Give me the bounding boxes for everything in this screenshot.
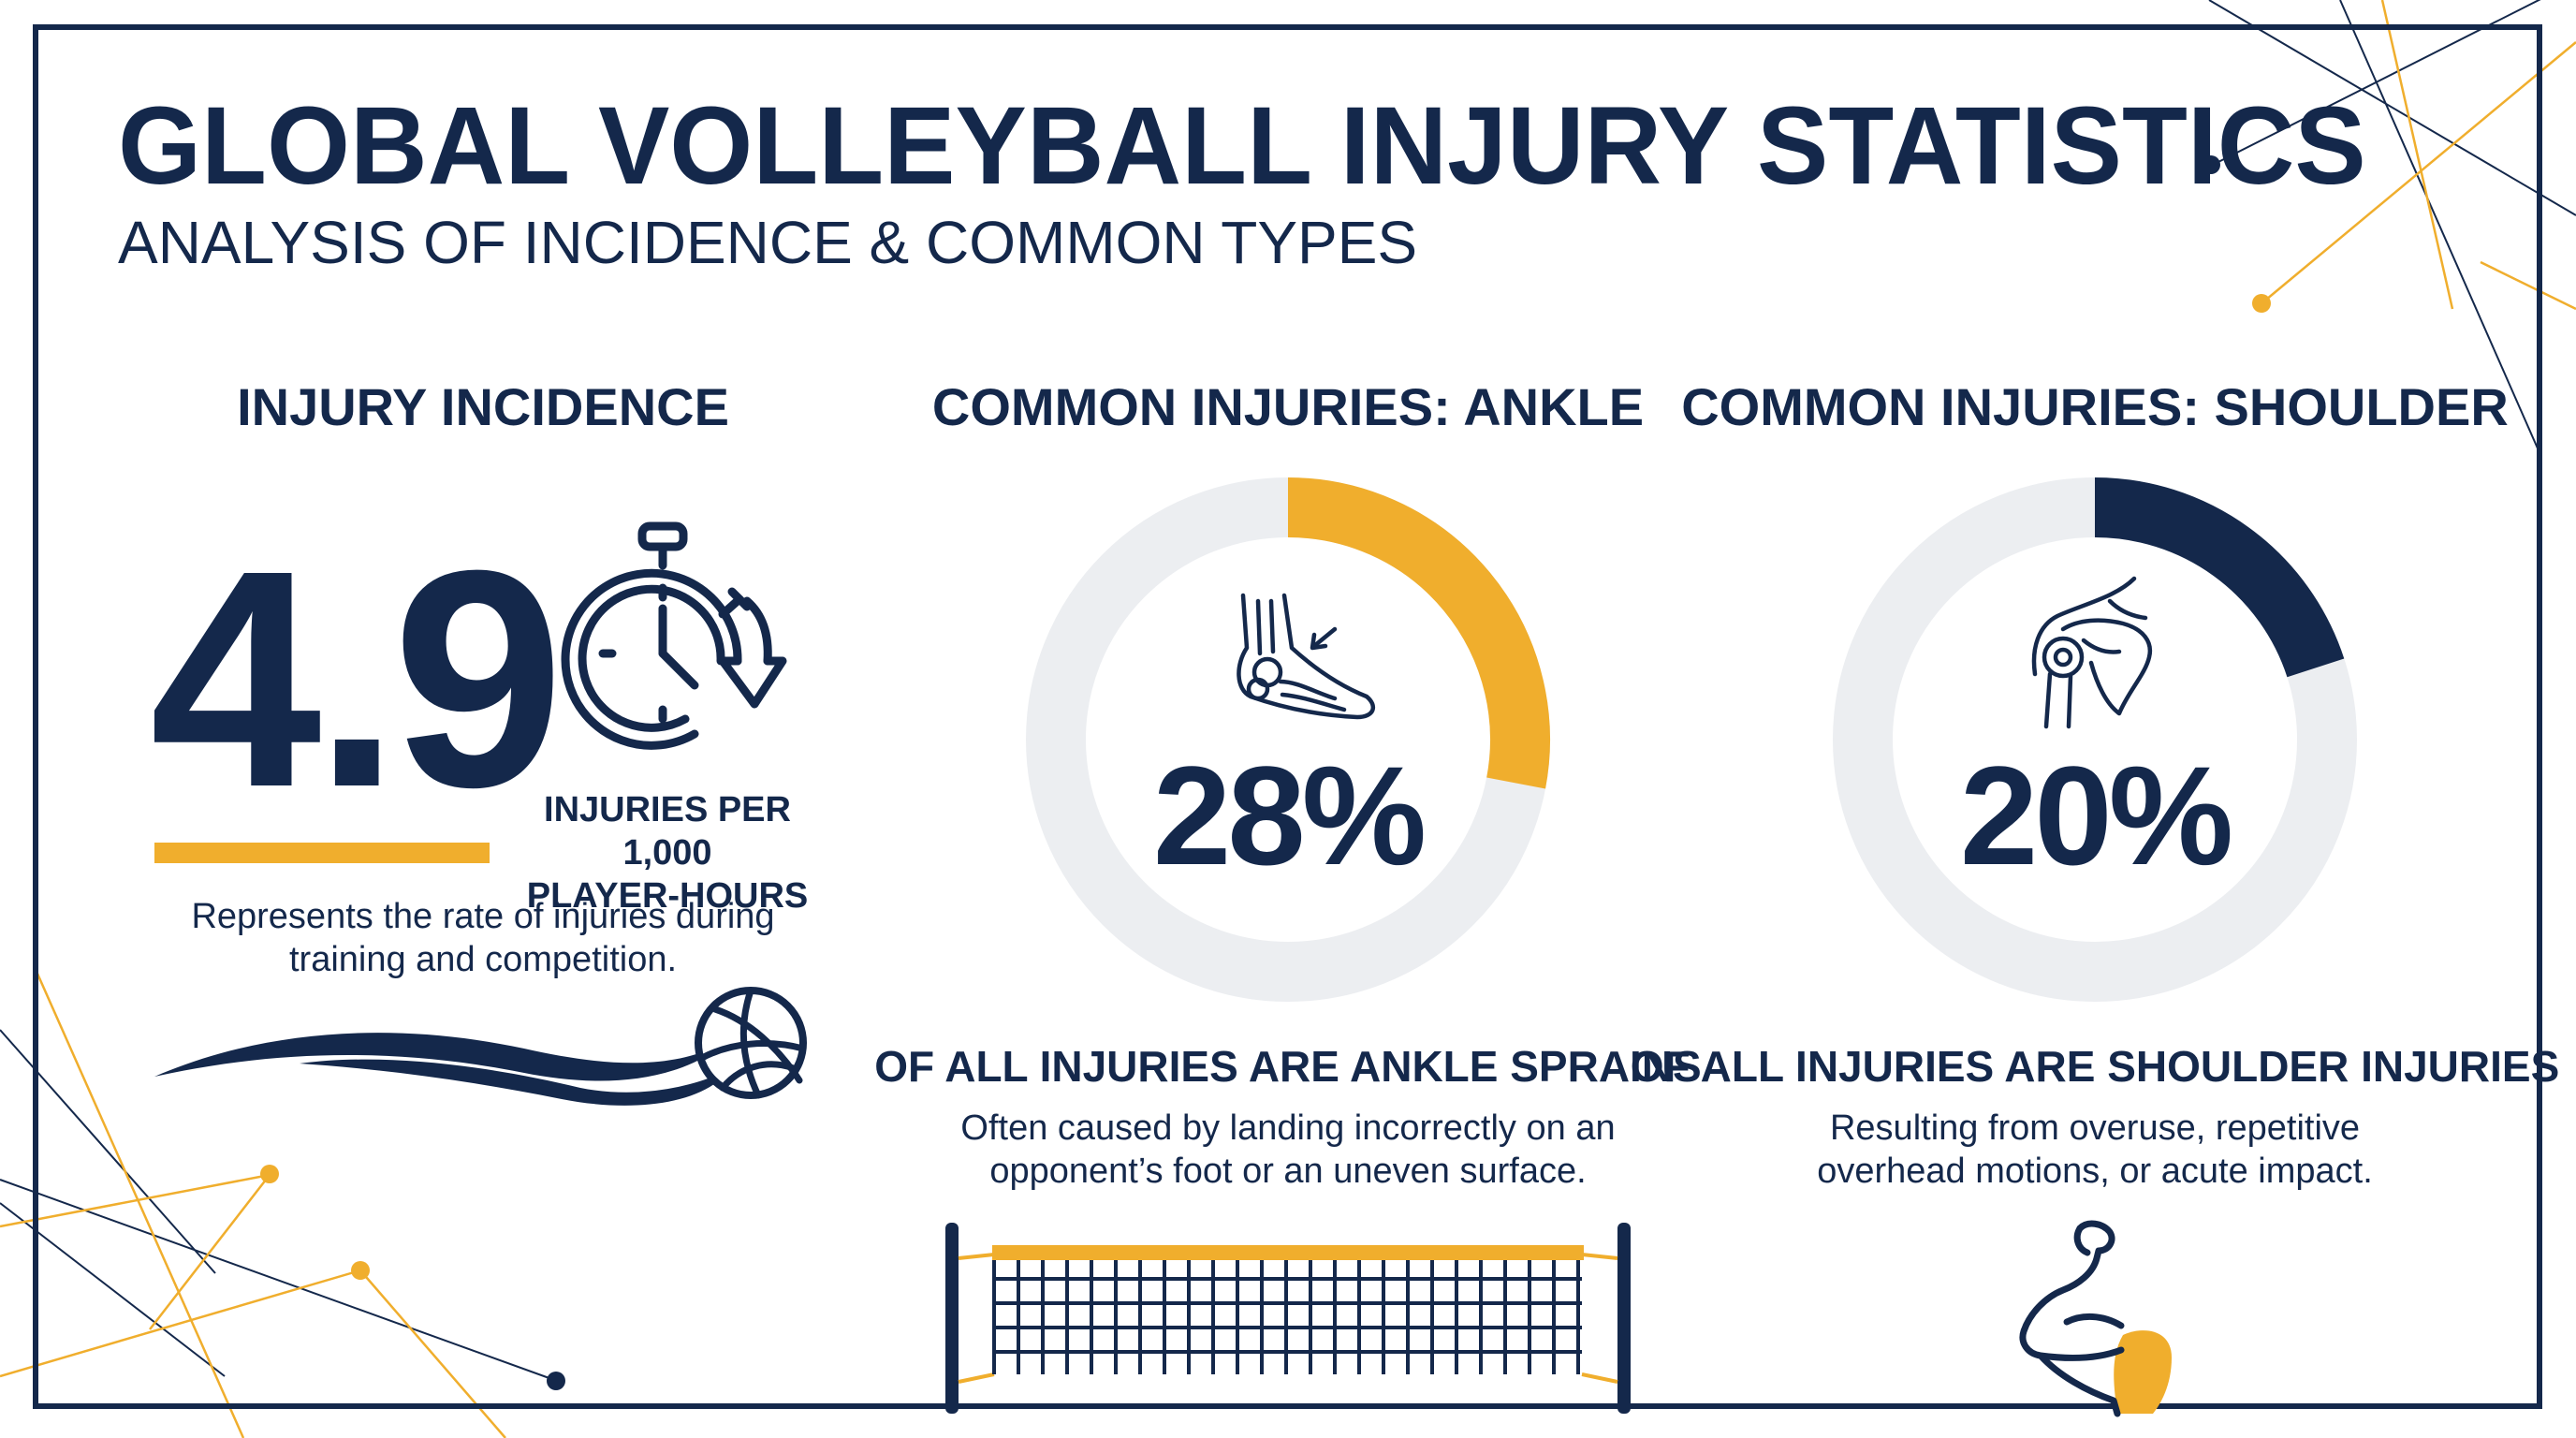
ankle-description: Often caused by landing incorrectly on a… (932, 1107, 1644, 1193)
shoulder-icon (2031, 576, 2153, 729)
page-frame (33, 24, 2542, 1409)
incidence-unit-line2: PLAYER-HOURS (526, 876, 809, 916)
incidence-description: Represents the rate of injuries during t… (183, 895, 783, 981)
volleyball-icon (154, 987, 807, 1106)
shoulder-desc-line2: overhead motions, or acute impact. (1817, 1152, 2373, 1191)
ankle-caption: OF ALL INJURIES ARE ANKLE SPRAINS (874, 1042, 1702, 1091)
incidence-value: 4.9 (150, 506, 564, 851)
shoulder-description: Resulting from overuse, repetitive overh… (1739, 1107, 2451, 1193)
shoulder-ring-value (2094, 477, 2345, 678)
ankle-icon (1237, 593, 1376, 720)
volleyball-net-icon (945, 1223, 1631, 1414)
incidence-heading: INJURY INCIDENCE (237, 377, 729, 436)
shoulder-heading: COMMON INJURIES: SHOULDER (1681, 377, 2509, 436)
incidence-desc-line1: Represents the rate of injuries during (191, 897, 775, 936)
ankle-desc-line1: Often caused by landing incorrectly on a… (960, 1108, 1616, 1148)
shoulder-desc-line1: Resulting from overuse, repetitive (1829, 1108, 2361, 1148)
ankle-desc-line2: opponent’s foot or an uneven surface. (989, 1152, 1587, 1191)
page-subtitle: ANALYSIS OF INCIDENCE & COMMON TYPES (118, 209, 1418, 276)
flexed-arm-icon (2019, 1220, 2172, 1417)
incidence-unit: INJURIES PER 1,000 PLAYER-HOURS (518, 788, 817, 917)
shoulder-percent: 20% (1959, 737, 2233, 894)
incidence-desc-line2: training and competition. (288, 940, 678, 979)
ankle-percent: 28% (1152, 737, 1427, 894)
ankle-ring-value (1287, 477, 1550, 789)
ankle-donut-chart (1026, 477, 1550, 1002)
shoulder-caption: OF ALL INJURIES ARE SHOULDER INJURIES (1630, 1042, 2560, 1091)
stopwatch-icon (561, 521, 787, 750)
incidence-unit-line1: INJURIES PER 1,000 (544, 790, 791, 873)
ankle-heading: COMMON INJURIES: ANKLE (931, 377, 1645, 436)
incidence-underline (154, 843, 490, 863)
page-title: GLOBAL VOLLEYBALL INJURY STATISTICS (118, 84, 2366, 208)
shoulder-donut-chart (1833, 477, 2357, 1002)
